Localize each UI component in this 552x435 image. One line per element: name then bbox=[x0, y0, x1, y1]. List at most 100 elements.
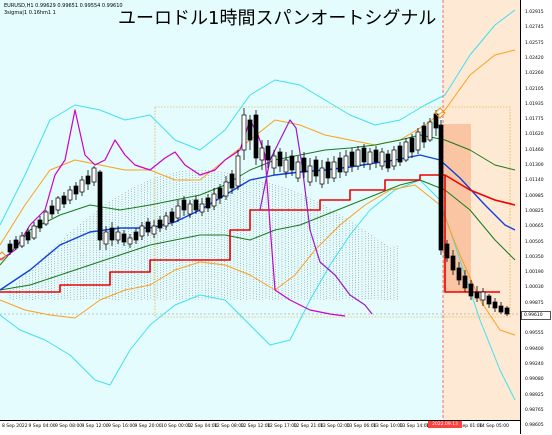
candle-body bbox=[307, 165, 313, 183]
candle-body bbox=[151, 225, 157, 235]
candle-body bbox=[73, 185, 79, 195]
price-axis-label: 0.99240 bbox=[525, 361, 544, 367]
price-axis-label: 1.01620 bbox=[525, 132, 544, 138]
price-axis-label: 1.01775 bbox=[525, 117, 544, 123]
candle-body bbox=[468, 283, 474, 297]
price-axis-label: 1.00190 bbox=[525, 270, 544, 276]
candle-body bbox=[283, 159, 289, 173]
bollinger-upper-3sigma bbox=[0, 9, 516, 226]
candle-body bbox=[313, 159, 319, 177]
candle-body bbox=[486, 295, 492, 305]
candle-body bbox=[331, 161, 337, 179]
candle-body bbox=[301, 157, 307, 173]
candle-body bbox=[438, 124, 444, 251]
candle-body bbox=[355, 149, 361, 167]
current-price-tag: 0.99610 bbox=[521, 311, 551, 320]
candle-body bbox=[139, 225, 145, 237]
candle-body bbox=[444, 243, 450, 259]
price-axis-label: 1.01140 bbox=[525, 178, 544, 184]
time-axis-label: 10 Sep 00:00 bbox=[161, 424, 192, 429]
candle-body bbox=[367, 151, 373, 165]
time-axis-label: 8 Sep 2022 bbox=[2, 424, 28, 429]
price-axis-label: 1.02575 bbox=[525, 40, 544, 46]
time-axis-label: 13 Sep 14:00 bbox=[399, 424, 430, 429]
candle-body bbox=[474, 291, 480, 299]
lagging-span-purple bbox=[259, 119, 373, 315]
price-axis-label: 0.99080 bbox=[525, 377, 544, 383]
candle-body bbox=[109, 227, 115, 241]
candle-body bbox=[103, 231, 109, 245]
candle-body bbox=[271, 155, 277, 169]
candle-body bbox=[43, 211, 49, 225]
candle-body bbox=[265, 145, 271, 161]
candle-body bbox=[163, 215, 169, 227]
buy-signal-arrow bbox=[0, 251, 7, 261]
candle-body bbox=[187, 203, 193, 215]
price-chart bbox=[0, 0, 520, 420]
price-axis-label: 1.00350 bbox=[525, 254, 544, 260]
candle-body bbox=[325, 161, 331, 179]
candle-body bbox=[25, 231, 31, 241]
time-axis[interactable]: 8 Sep 2022 9 Sep 04:00 9 Sep 08:00 9 Sep 12… bbox=[0, 420, 520, 435]
price-axis-label: 0.98765 bbox=[525, 407, 544, 413]
candle-body bbox=[462, 275, 468, 289]
candle-body bbox=[235, 155, 241, 187]
price-axis-label: 1.00825 bbox=[525, 208, 544, 214]
sell-signal-arrow bbox=[434, 107, 446, 119]
time-axis-label: 9 Sep 04:00 bbox=[28, 424, 56, 429]
candle-body bbox=[223, 181, 229, 197]
chart-plot-area[interactable]: EURUSD,H1 0.99629 0.99651 0.99554 0.9961… bbox=[0, 0, 520, 420]
bollinger-lower-2sigma bbox=[0, 184, 516, 336]
candle-body bbox=[277, 151, 283, 167]
time-axis-label: 13 Sep 06:00 bbox=[346, 424, 377, 429]
time-axis-label: 12 Sep 21:00 bbox=[293, 424, 324, 429]
candle-body bbox=[403, 141, 409, 161]
price-axis-label: 0.98925 bbox=[525, 392, 544, 398]
price-axis-label: 1.02915 bbox=[525, 10, 544, 15]
candle-body bbox=[492, 301, 498, 309]
price-axis-label: 1.00030 bbox=[525, 285, 544, 291]
candle-body bbox=[450, 255, 456, 271]
price-axis-label: 1.01460 bbox=[525, 147, 544, 153]
candle-body bbox=[211, 193, 217, 207]
candle-body bbox=[97, 171, 103, 241]
time-axis-label: 13 Sep 10:00 bbox=[373, 424, 404, 429]
price-axis-label: 1.02260 bbox=[525, 71, 544, 77]
price-axis[interactable]: 1.02915 1.02745 1.02575 1.02420 1.02260 1.021… bbox=[520, 0, 552, 434]
candle-body bbox=[409, 137, 415, 153]
price-axis-label: 1.01300 bbox=[525, 163, 544, 168]
moving-average-line bbox=[0, 154, 516, 291]
candle-body bbox=[181, 199, 187, 211]
candle-body bbox=[157, 219, 163, 229]
candle-body bbox=[295, 161, 301, 179]
candle-body bbox=[349, 151, 355, 167]
candle-body bbox=[427, 121, 433, 141]
price-axis-label: 0.98605 bbox=[525, 423, 544, 429]
candle-body bbox=[121, 233, 127, 243]
candle-body bbox=[229, 173, 235, 189]
candle-body bbox=[91, 167, 97, 183]
price-axis-label: 1.00505 bbox=[525, 239, 544, 245]
time-axis-label: 14 Sep 05:00 bbox=[479, 424, 510, 429]
candle-body bbox=[391, 149, 397, 167]
candle-body bbox=[13, 239, 19, 249]
candle-body bbox=[67, 189, 73, 201]
candle-body bbox=[145, 221, 151, 233]
candle-body bbox=[337, 157, 343, 173]
price-axis-label: 0.99400 bbox=[525, 346, 544, 352]
range-box bbox=[154, 106, 511, 318]
candle-body bbox=[115, 231, 121, 241]
time-axis-label: 13 Sep 02:00 bbox=[320, 424, 351, 429]
candle-body bbox=[61, 195, 67, 205]
time-axis-label: 9 Sep 12:00 bbox=[81, 424, 109, 429]
time-axis-label: 12 Sep 12:00 bbox=[240, 424, 271, 429]
candle-body bbox=[169, 211, 175, 223]
bollinger-lower-3sigma bbox=[0, 179, 516, 401]
candle-body bbox=[55, 197, 61, 211]
signal-box bbox=[443, 124, 471, 292]
candle-body bbox=[253, 114, 259, 159]
candle-body bbox=[373, 149, 379, 163]
candle-body bbox=[361, 147, 367, 163]
candle-body bbox=[49, 205, 55, 215]
symbol-info-label: EURUSD,H1 0.99629 0.99651 0.99554 0.9961… bbox=[4, 3, 123, 9]
